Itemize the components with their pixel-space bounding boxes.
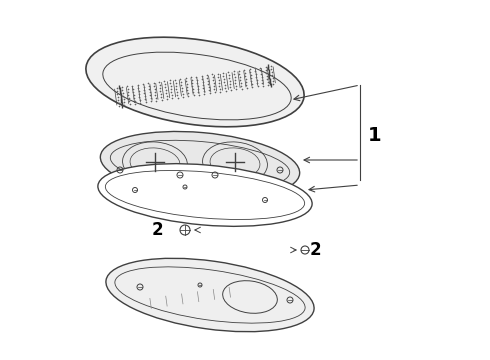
Ellipse shape [98, 164, 312, 226]
Text: 2: 2 [310, 241, 321, 259]
Ellipse shape [106, 258, 314, 332]
Ellipse shape [100, 131, 300, 198]
Text: 1: 1 [368, 126, 382, 144]
Text: 2: 2 [151, 221, 163, 239]
Ellipse shape [86, 37, 304, 127]
